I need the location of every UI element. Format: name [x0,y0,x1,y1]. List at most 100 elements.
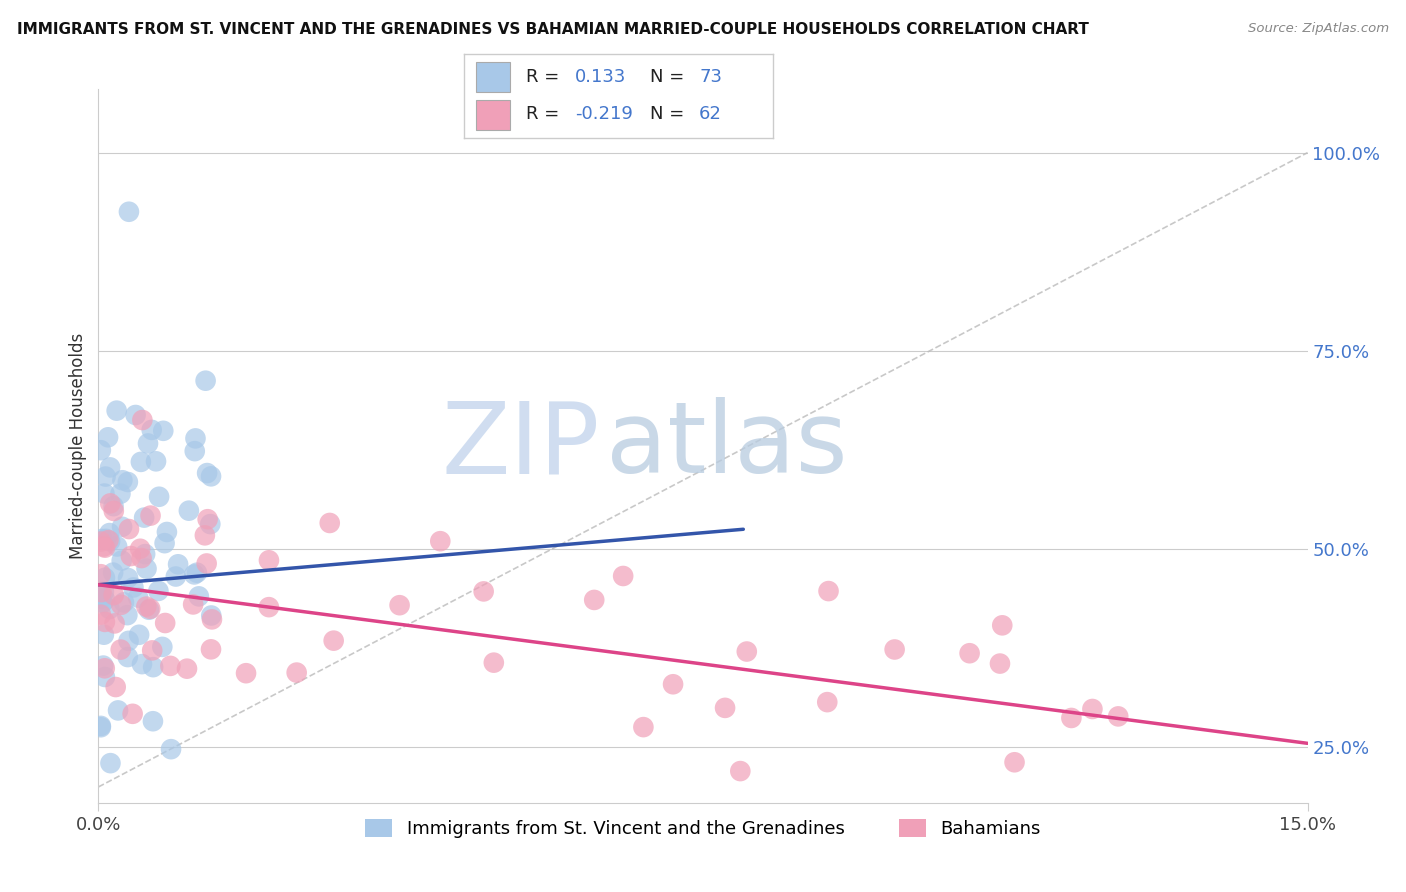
Text: 73: 73 [699,68,723,86]
Point [153,536,176,550]
Point [388,598,411,612]
Point [131,551,153,566]
Point [101,566,124,580]
Point [633,720,655,734]
Point [94,615,117,629]
Point [322,633,344,648]
Point [90,585,112,599]
Point [91,658,114,673]
Point [90,567,112,582]
Text: N =: N = [650,68,689,86]
Point [482,656,505,670]
Bar [477,100,510,130]
Point [183,567,205,582]
Point [93,540,115,554]
Point [118,204,141,219]
Point [156,524,179,539]
Point [103,588,125,602]
Point [714,701,737,715]
Point [90,591,112,606]
Point [257,553,280,567]
Point [612,569,634,583]
Point [110,598,132,612]
Point [988,657,1011,671]
Point [817,584,839,599]
Point [94,661,117,675]
Point [90,719,112,733]
Point [111,473,134,487]
Point [184,431,207,445]
Point [141,643,163,657]
Point [94,571,117,585]
Point [184,444,207,458]
Point [110,487,132,501]
Point [124,408,146,422]
Point [285,665,308,680]
Point [153,615,176,630]
Point [129,541,152,556]
Point [90,607,112,622]
Point [90,534,112,549]
Point [105,403,128,417]
Point [257,600,280,615]
Point [97,533,120,548]
Point [148,490,170,504]
Text: 62: 62 [699,105,721,123]
Point [145,454,167,468]
Point [1081,702,1104,716]
Point [152,424,174,438]
Point [195,557,218,571]
Point [235,666,257,681]
Point [181,598,204,612]
Point [107,703,129,717]
Point [117,571,139,585]
Point [100,756,122,771]
Point [735,644,758,658]
Point [122,581,145,595]
Point [201,612,224,626]
Point [135,562,157,576]
Point [121,706,143,721]
Point [136,436,159,450]
Point [120,549,142,563]
Y-axis label: Married-couple Households: Married-couple Households [69,333,87,559]
Point [97,430,120,444]
Point [177,504,200,518]
Point [131,413,153,427]
Point [90,587,112,601]
Text: R =: R = [526,105,565,123]
Point [662,677,685,691]
Point [93,628,115,642]
Point [176,662,198,676]
Point [117,608,139,623]
Point [139,601,162,615]
Point [105,540,128,554]
Text: R =: R = [526,68,565,86]
Point [1004,756,1026,770]
Point [160,742,183,756]
Point [472,584,495,599]
Text: Source: ZipAtlas.com: Source: ZipAtlas.com [1249,22,1389,36]
Point [117,633,139,648]
Point [103,504,125,518]
Point [112,595,135,609]
Point [187,590,209,604]
Point [883,642,905,657]
Point [98,460,121,475]
Point [148,583,170,598]
Point [117,475,139,489]
Point [159,659,181,673]
Bar [477,62,510,92]
Point [131,657,153,672]
Point [194,528,217,542]
Text: -0.219: -0.219 [575,105,633,123]
Point [118,522,141,536]
Point [103,616,125,631]
Point [94,469,117,483]
Point [583,593,606,607]
Point [90,532,112,546]
Point [142,660,165,674]
Point [94,532,117,546]
Point [200,469,222,483]
Point [98,602,121,616]
